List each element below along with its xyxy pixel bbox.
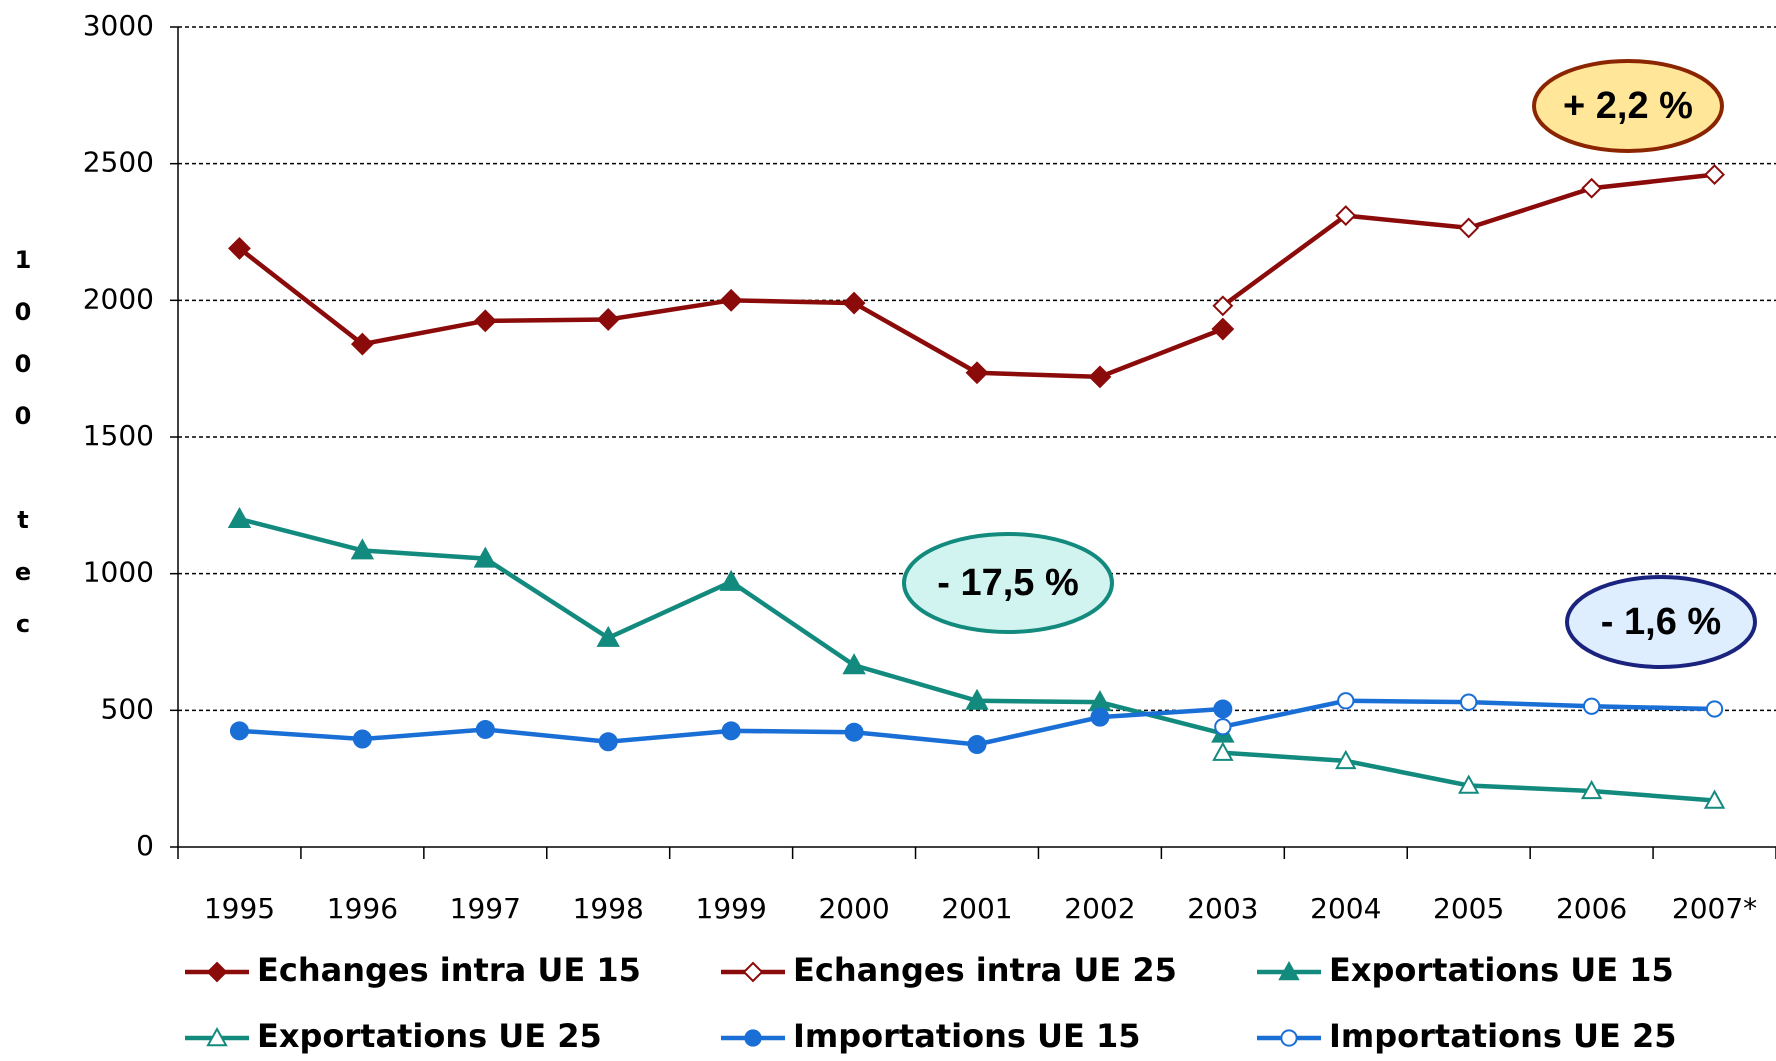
marker xyxy=(742,961,764,983)
marker xyxy=(721,721,741,741)
marker xyxy=(744,1029,762,1047)
marker xyxy=(965,361,989,385)
marker xyxy=(350,538,375,560)
marker xyxy=(1580,779,1603,800)
x-tick-label: 2007* xyxy=(1672,892,1757,925)
annotation: + 2,2 % xyxy=(1563,85,1693,127)
marker xyxy=(1088,365,1112,389)
marker xyxy=(229,721,249,741)
marker xyxy=(1458,217,1480,239)
marker xyxy=(1703,789,1726,809)
marker xyxy=(206,1026,228,1047)
marker xyxy=(475,719,495,739)
y-tick-label: 500 xyxy=(101,692,154,725)
x-tick-label: 2002 xyxy=(1064,892,1135,925)
marker xyxy=(350,332,374,356)
marker xyxy=(965,688,989,710)
annotation: - 1,6 % xyxy=(1601,601,1721,643)
x-tick-label: 2001 xyxy=(941,892,1012,925)
marker xyxy=(1460,693,1478,711)
annotation-bubble xyxy=(1532,59,1724,153)
legend-label: Echanges intra UE 15 xyxy=(257,951,641,989)
marker xyxy=(1582,697,1601,715)
marker xyxy=(842,291,866,315)
marker xyxy=(227,506,252,528)
x-tick-label: 2005 xyxy=(1433,892,1504,925)
marker xyxy=(1335,749,1357,770)
marker xyxy=(598,732,618,752)
marker xyxy=(596,308,620,331)
marker xyxy=(1337,692,1355,710)
series-line xyxy=(1221,172,1715,308)
marker xyxy=(1704,164,1725,186)
marker xyxy=(1213,699,1233,719)
marker xyxy=(206,961,228,983)
legend-label: Importations UE 25 xyxy=(1329,1017,1677,1055)
x-tick-label: 1999 xyxy=(696,892,767,925)
marker xyxy=(1280,1029,1298,1047)
marker xyxy=(1090,707,1110,727)
annotation-bubble xyxy=(1565,575,1757,669)
x-tick-label: 2000 xyxy=(818,892,889,925)
x-tick-label: 2004 xyxy=(1310,892,1381,925)
marker xyxy=(844,722,864,742)
marker xyxy=(596,625,620,647)
marker xyxy=(967,735,987,754)
legend-label: Importations UE 15 xyxy=(793,1017,1141,1055)
y-tick-label: 2500 xyxy=(83,146,154,179)
series-line xyxy=(238,246,1224,380)
y-tick-label: 3000 xyxy=(83,9,154,42)
legend-label: Exportations UE 15 xyxy=(1329,951,1674,989)
marker xyxy=(1581,177,1603,199)
x-tick-label: 2006 xyxy=(1556,892,1627,925)
legend-label: Echanges intra UE 25 xyxy=(793,951,1177,989)
marker xyxy=(228,236,251,260)
y-tick-label: 2000 xyxy=(83,282,154,315)
marker xyxy=(1457,774,1480,794)
marker xyxy=(1278,960,1300,981)
x-tick-label: 1995 xyxy=(204,892,275,925)
marker xyxy=(1214,718,1232,736)
x-tick-label: 1997 xyxy=(450,892,521,925)
y-tick-label: 0 xyxy=(136,829,154,862)
annotation: - 17,5 % xyxy=(937,562,1079,604)
marker xyxy=(1335,205,1357,227)
marker xyxy=(1212,295,1234,317)
marker xyxy=(1705,700,1724,718)
marker xyxy=(1211,317,1235,341)
y-tick-label: 1500 xyxy=(83,419,154,452)
y-tick-label: 1000 xyxy=(83,556,154,589)
marker xyxy=(473,546,498,568)
marker xyxy=(1212,741,1234,761)
x-tick-label: 2003 xyxy=(1187,892,1258,925)
marker xyxy=(473,309,497,333)
annotation-bubble xyxy=(902,532,1114,634)
marker xyxy=(352,729,372,749)
y-axis-label: 1000 tec xyxy=(9,246,37,662)
marker xyxy=(842,653,866,675)
marker xyxy=(719,569,743,591)
x-tick-label: 1998 xyxy=(573,892,644,925)
legend-label: Exportations UE 25 xyxy=(257,1017,602,1055)
x-tick-label: 1996 xyxy=(327,892,398,925)
marker xyxy=(719,288,743,312)
